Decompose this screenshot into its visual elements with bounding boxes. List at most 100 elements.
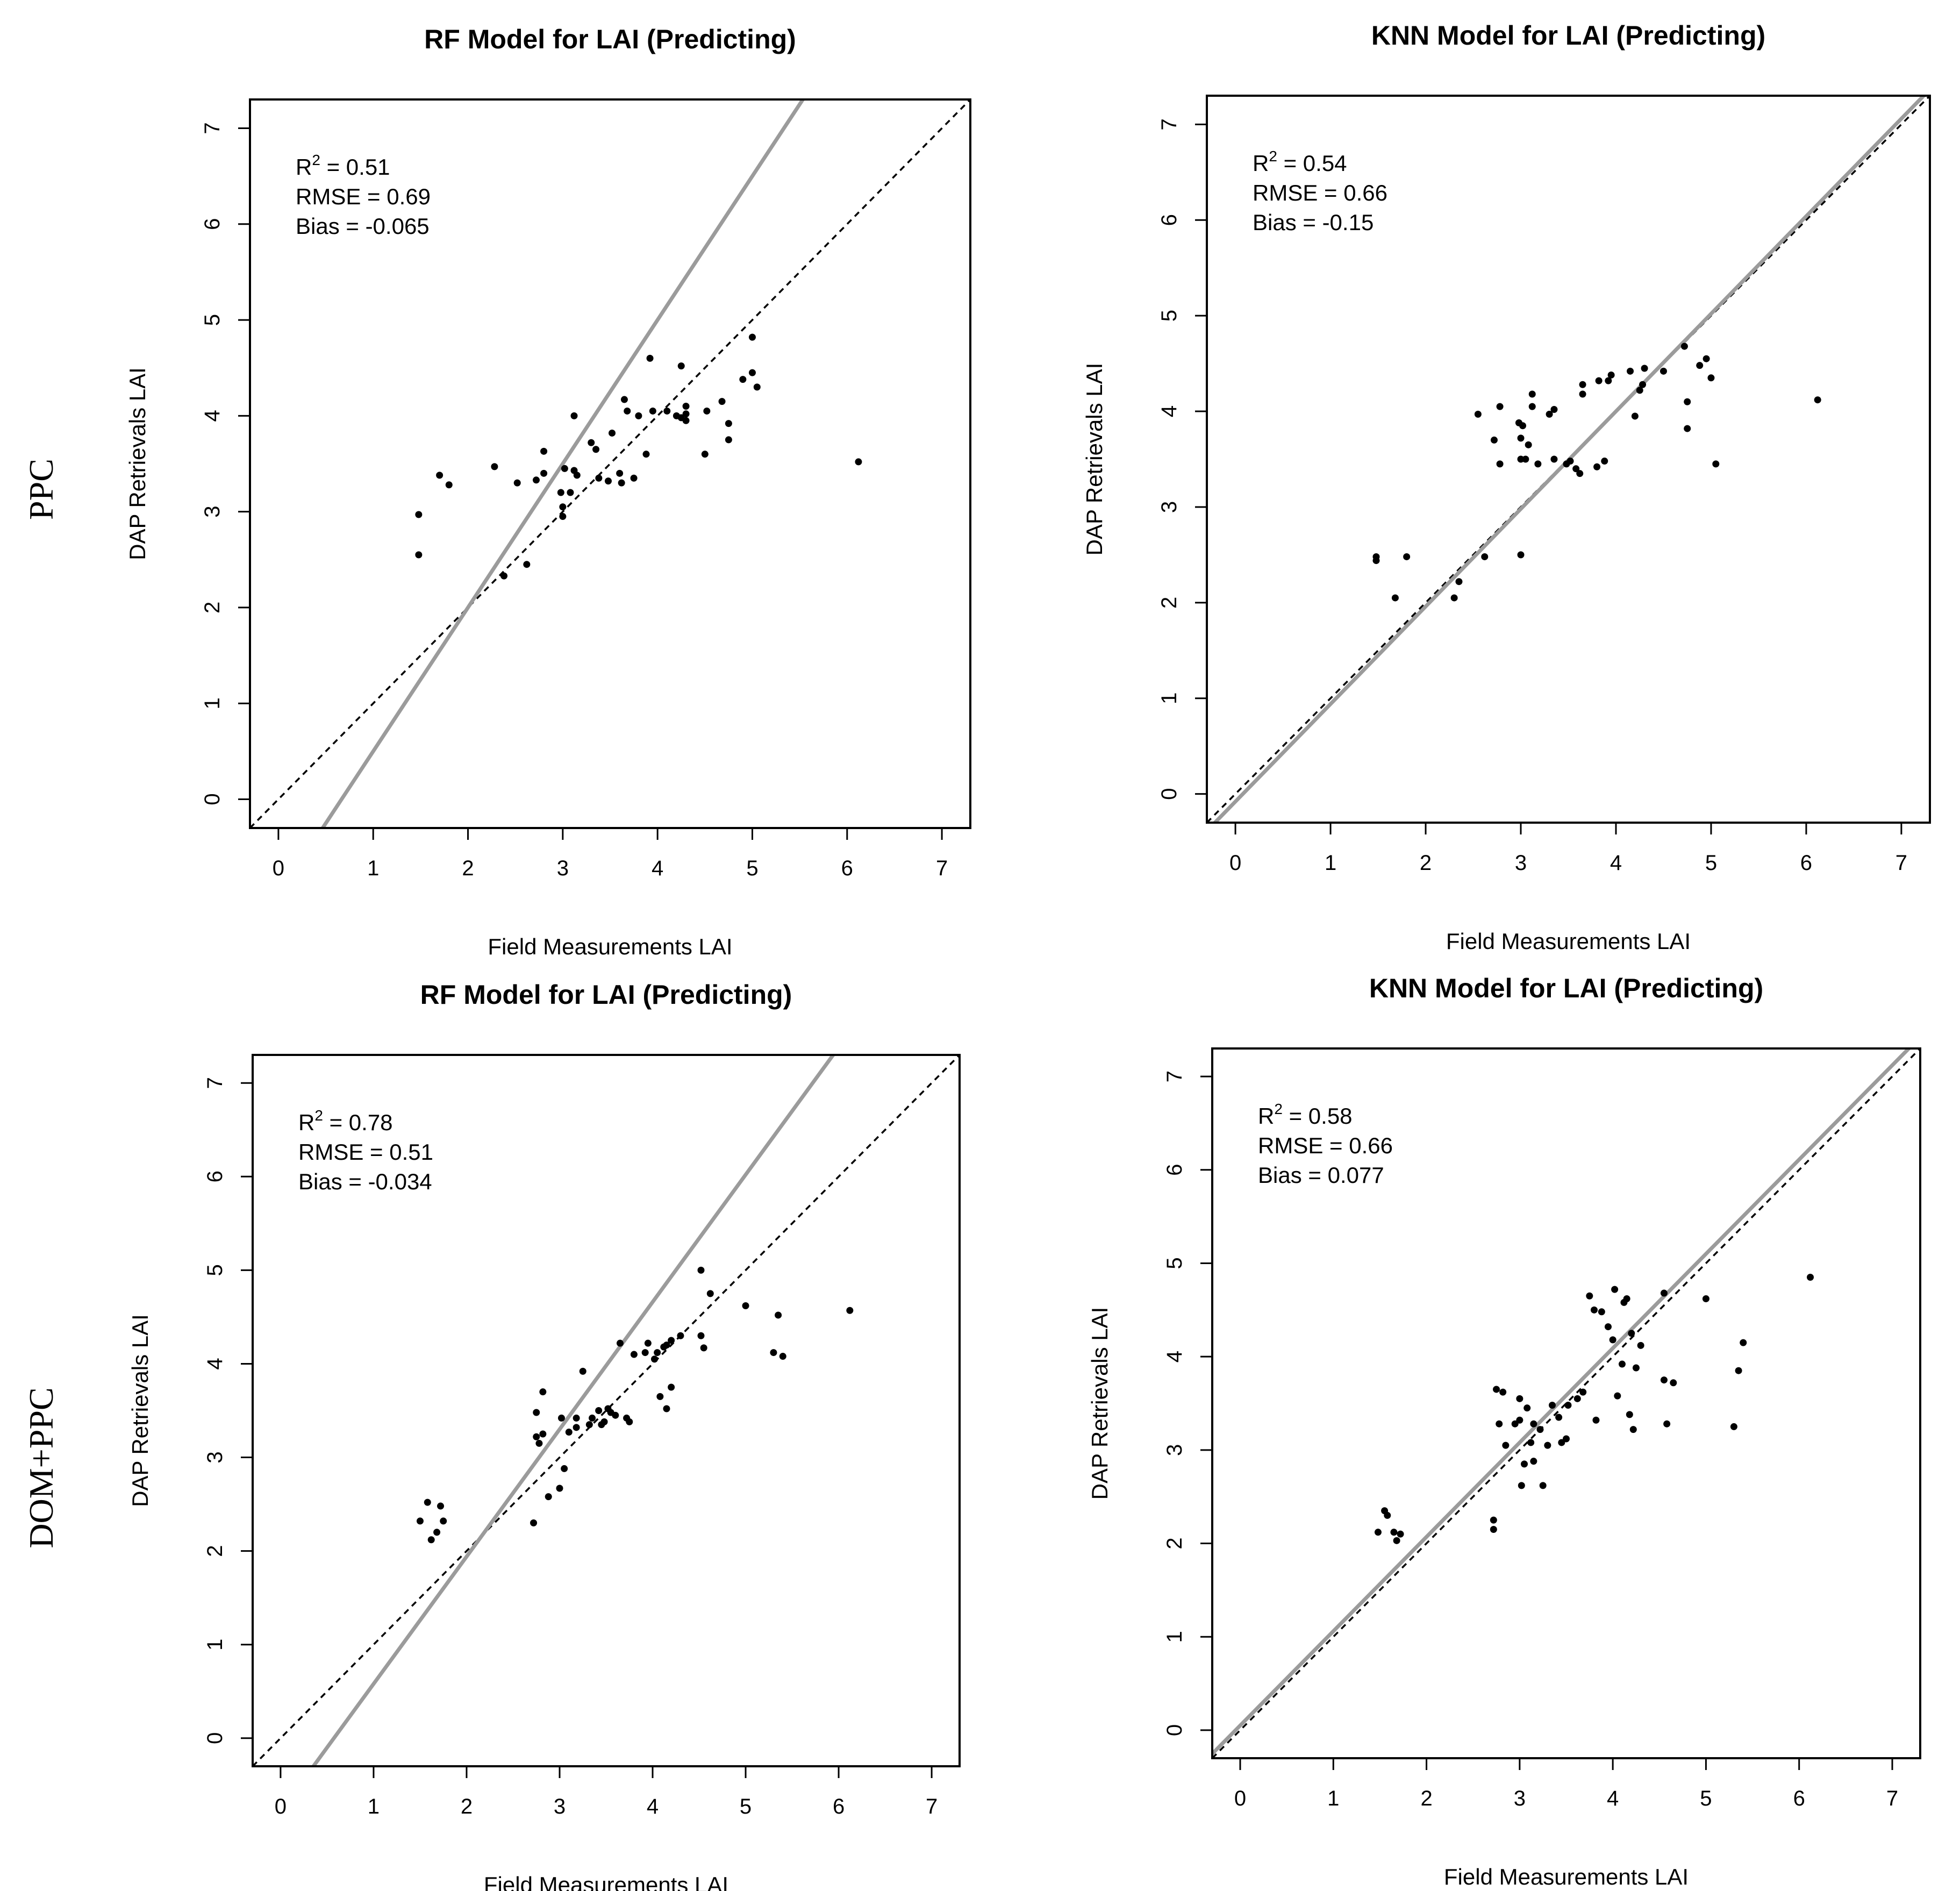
data-point <box>1730 1423 1737 1430</box>
x-tick-label: 0 <box>275 1795 287 1818</box>
y-tick-label: 2 <box>1163 1537 1186 1549</box>
x-tick-label: 3 <box>554 1795 566 1818</box>
y-tick-label: 1 <box>1157 693 1181 704</box>
y-tick-label: 1 <box>201 697 224 709</box>
data-point <box>588 439 595 446</box>
y-tick-label: 4 <box>1163 1351 1186 1362</box>
data-point <box>1384 1511 1391 1519</box>
data-point <box>1523 1404 1531 1412</box>
data-point <box>770 1349 777 1357</box>
regression-line <box>320 99 805 828</box>
data-point <box>1502 1442 1510 1449</box>
data-point <box>642 451 650 458</box>
one-to-one-line <box>250 99 970 828</box>
data-point <box>427 1536 435 1544</box>
regression-line <box>311 1055 836 1766</box>
data-point <box>677 1332 684 1339</box>
data-point <box>1611 1286 1619 1293</box>
data-point <box>415 551 423 559</box>
data-point <box>1544 1442 1551 1449</box>
data-point <box>513 479 521 487</box>
data-point <box>1573 1395 1581 1402</box>
data-point <box>1450 594 1458 602</box>
data-point <box>630 474 638 482</box>
data-point <box>646 354 654 362</box>
data-point <box>700 1344 707 1352</box>
data-point <box>1517 551 1525 559</box>
x-tick-label: 7 <box>1886 1787 1898 1810</box>
data-point <box>540 469 548 477</box>
data-point <box>557 1414 565 1422</box>
data-point <box>855 458 862 466</box>
x-axis-label: Field Measurements LAI <box>1444 1864 1689 1889</box>
data-point <box>1592 1416 1600 1424</box>
data-point <box>616 469 624 477</box>
data-point <box>1550 455 1558 463</box>
data-point <box>557 489 564 496</box>
data-point <box>1566 458 1574 465</box>
y-tick-label: 6 <box>1163 1164 1186 1176</box>
data-point <box>1372 557 1380 565</box>
rmse-label: RMSE = 0.66 <box>1253 180 1387 205</box>
data-point <box>649 407 656 415</box>
chart-knn-dom-ppc: KNN Model for LAI (Predicting) Field Meas… <box>1087 973 1921 1889</box>
chart-title: RF Model for LAI (Predicting) <box>424 24 796 54</box>
data-point <box>523 561 531 568</box>
data-point <box>1735 1367 1742 1374</box>
x-tick-label: 7 <box>1895 851 1907 875</box>
x-tick-label: 1 <box>368 1795 380 1818</box>
data-point <box>1586 1292 1593 1300</box>
data-point <box>1555 1414 1563 1421</box>
data-point <box>1536 1426 1544 1433</box>
data-point <box>1707 374 1715 382</box>
data-point <box>725 420 732 427</box>
data-point <box>1490 1525 1497 1533</box>
data-point <box>1522 455 1529 463</box>
data-point <box>701 451 709 458</box>
plot-frame <box>1211 1047 1921 1759</box>
data-point <box>1629 1426 1637 1433</box>
y-axis-label: DAP Retrievals LAI <box>1087 1307 1112 1500</box>
data-point <box>668 1383 675 1391</box>
data-point <box>1579 381 1586 388</box>
data-point <box>1684 425 1691 432</box>
data-point <box>545 1493 552 1501</box>
x-tick-label: 3 <box>557 857 569 880</box>
r-squared-label: R2 = 0.78 <box>298 1107 393 1135</box>
data-point <box>1493 1386 1500 1393</box>
data-point <box>585 1421 593 1429</box>
data-point <box>1740 1339 1747 1346</box>
x-axis-label: Field Measurements LAI <box>488 934 732 959</box>
y-tick-label: 2 <box>203 1545 227 1557</box>
bias-label: Bias = 0.077 <box>1258 1162 1384 1188</box>
rmse-label: RMSE = 0.51 <box>298 1139 433 1165</box>
data-point <box>491 463 498 470</box>
x-tick-label: 1 <box>1325 851 1336 875</box>
rmse-label: RMSE = 0.66 <box>1258 1133 1393 1158</box>
data-point <box>739 376 747 383</box>
data-point <box>445 481 453 489</box>
x-tick-label: 2 <box>461 1795 473 1818</box>
data-point <box>718 398 726 405</box>
data-point <box>533 1409 540 1416</box>
data-point <box>433 1529 441 1536</box>
data-point <box>1631 412 1639 420</box>
x-tick-label: 3 <box>1515 851 1527 875</box>
data-point <box>748 369 756 376</box>
data-point <box>612 1411 619 1419</box>
data-point <box>641 1349 649 1357</box>
data-point <box>1637 1341 1644 1349</box>
data-point <box>1712 460 1720 468</box>
y-tick-label: 4 <box>203 1358 227 1369</box>
data-point <box>1702 1295 1709 1302</box>
y-tick-label: 6 <box>201 218 224 230</box>
data-point <box>1496 1420 1503 1428</box>
data-point <box>668 1337 675 1344</box>
data-point <box>626 1418 633 1425</box>
data-point <box>1564 1401 1572 1409</box>
data-point <box>1518 1482 1525 1489</box>
data-point <box>1595 377 1603 384</box>
chart-title: KNN Model for LAI (Predicting) <box>1369 973 1763 1003</box>
data-point <box>1627 367 1634 375</box>
data-point <box>595 1407 603 1414</box>
